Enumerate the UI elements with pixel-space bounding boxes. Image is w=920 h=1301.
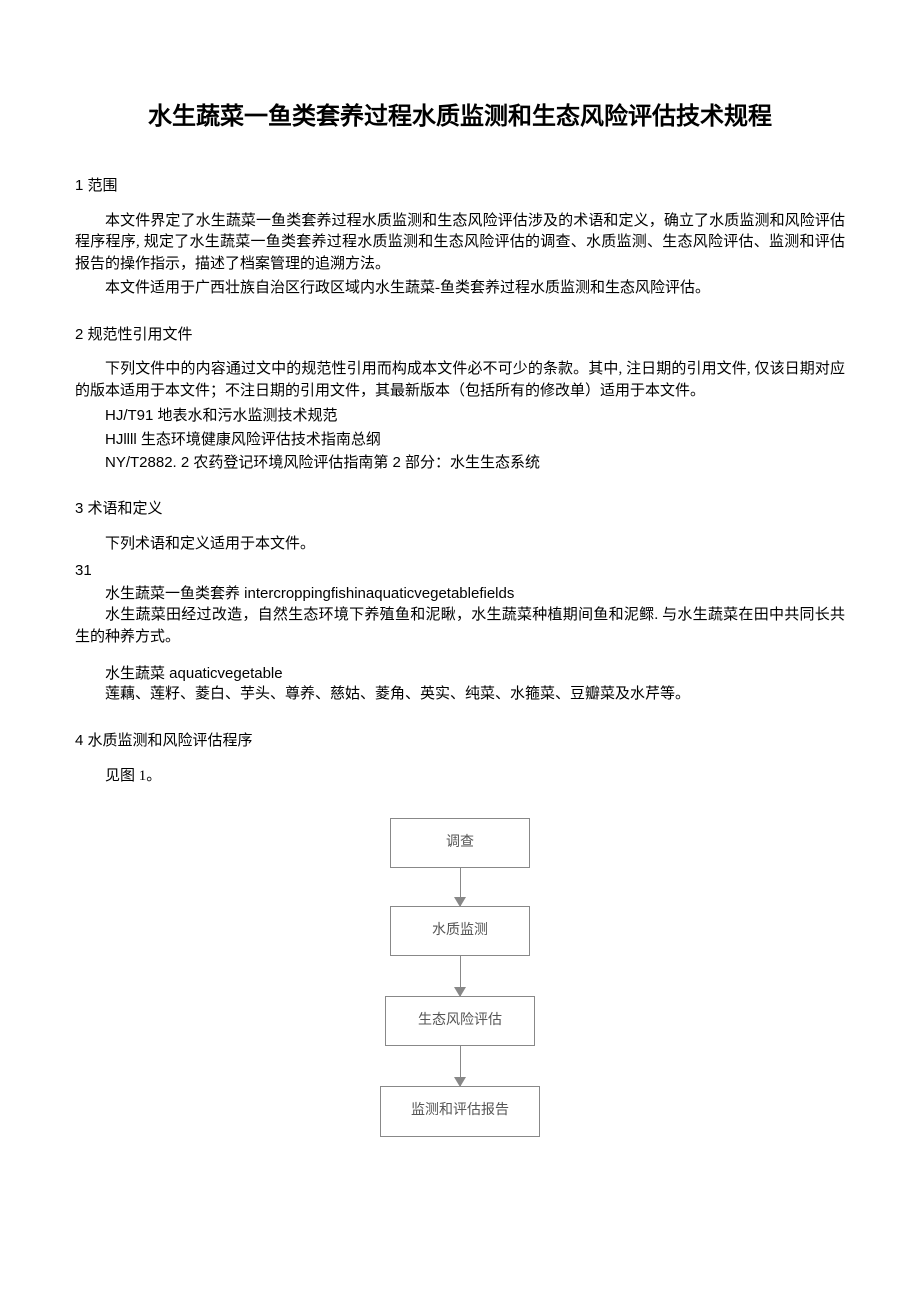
reference-1: HJ/T91 地表水和污水监测技术规范 xyxy=(75,405,845,427)
flowchart-figure-1: 调查 水质监测 生态风险评估 监测和评估报告 xyxy=(75,818,845,1137)
flowchart-arrow-3 xyxy=(460,1046,461,1086)
term-1: 水生蔬菜一鱼类套养 intercroppingfishinaquaticvege… xyxy=(75,583,845,605)
section-4-heading: 4 水质监测和风险评估程序 xyxy=(75,730,845,752)
section-4-paragraph-1: 见图 1。 xyxy=(75,766,845,788)
reference-3: NY/T2882. 2 农药登记环境风险评估指南第 2 部分：水生生态系统 xyxy=(75,452,845,474)
flowchart-node-3: 生态风险评估 xyxy=(385,996,535,1046)
section-2-paragraph-1: 下列文件中的内容通过文中的规范性引用而构成本文件必不可少的条款。其中, 注日期的… xyxy=(75,359,845,403)
section-3-heading: 3 术语和定义 xyxy=(75,498,845,520)
document-title: 水生蔬菜一鱼类套养过程水质监测和生态风险评估技术规程 xyxy=(75,100,845,135)
term-2: 水生蔬菜 aquaticvegetable xyxy=(75,663,845,685)
definition-2: 莲藕、莲籽、菱白、芋头、尊养、慈姑、菱角、英实、纯菜、水箍菜、豆瓣菜及水芹等。 xyxy=(75,684,845,706)
flowchart-arrow-1 xyxy=(460,868,461,906)
flowchart-arrow-2 xyxy=(460,956,461,996)
subsection-3-1-number: 31 xyxy=(75,560,845,582)
flowchart-node-2: 水质监测 xyxy=(390,906,530,956)
definition-1: 水生蔬菜田经过改造，自然生态环境下养殖鱼和泥瞅，水生蔬菜种植期间鱼和泥鳏. 与水… xyxy=(75,605,845,649)
section-2-heading: 2 规范性引用文件 xyxy=(75,324,845,346)
section-1-paragraph-1: 本文件界定了水生蔬菜一鱼类套养过程水质监测和生态风险评估涉及的术语和定义，确立了… xyxy=(75,211,845,276)
section-1-paragraph-2: 本文件适用于广西壮族自治区行政区域内水生蔬菜-鱼类套养过程水质监测和生态风险评估… xyxy=(75,278,845,300)
reference-2: HJllll 生态环境健康风险评估技术指南总纲 xyxy=(75,429,845,451)
section-1-heading: 1 范围 xyxy=(75,175,845,197)
flowchart-node-1: 调查 xyxy=(390,818,530,868)
section-3-paragraph-1: 下列术语和定义适用于本文件。 xyxy=(75,534,845,556)
flowchart-node-4: 监测和评估报告 xyxy=(380,1086,540,1136)
